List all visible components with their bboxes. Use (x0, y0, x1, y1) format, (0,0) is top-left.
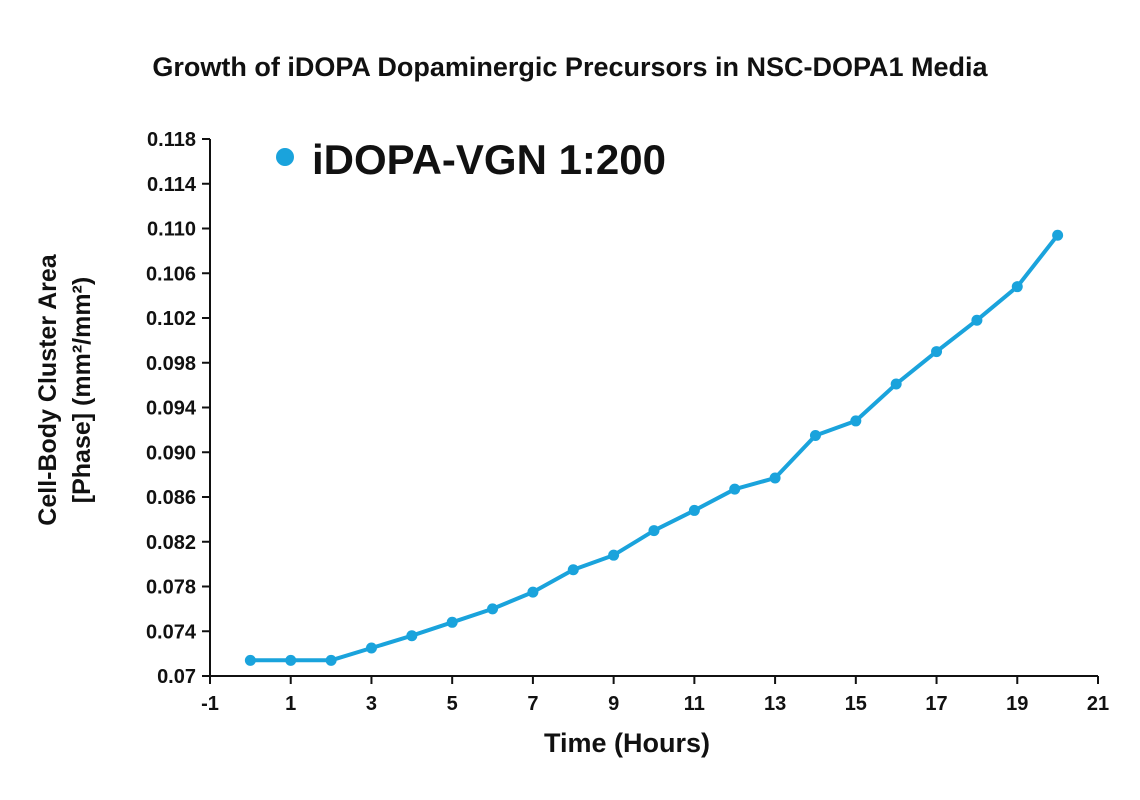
x-tick-label: 9 (608, 693, 619, 715)
data-point (688, 504, 700, 516)
data-point (729, 483, 741, 495)
y-tick-label: 0.086 (146, 487, 196, 509)
data-point (244, 654, 256, 666)
legend: iDOPA-VGN 1:200 (276, 136, 666, 183)
tick-labels: 0.07 0.074 0.078 0.082 0.086 0.090 0.094 0.098 0… (146, 129, 1109, 715)
x-tick-label: 11 (684, 693, 705, 715)
data-point (446, 616, 458, 628)
x-tick-label: 15 (845, 693, 867, 715)
y-tick-label: 0.082 (146, 532, 196, 554)
legend-marker (276, 148, 294, 166)
y-tick-label: 0.110 (147, 219, 196, 241)
y-tick-label: 0.102 (146, 308, 196, 330)
data-point (850, 415, 862, 427)
y-tick-label: 0.098 (146, 353, 196, 375)
data-point (567, 564, 579, 576)
x-tick-label: 17 (925, 693, 947, 715)
data-point (648, 525, 660, 537)
y-tick-label: 0.074 (146, 621, 197, 643)
data-point (365, 642, 377, 654)
x-tick-label: 1 (285, 693, 296, 715)
axes (202, 138, 1099, 684)
y-tick-label: 0.094 (146, 398, 197, 420)
x-tick-label: 3 (366, 693, 377, 715)
y-tick-label: 0.114 (147, 174, 197, 196)
legend-label: iDOPA-VGN 1:200 (312, 136, 666, 183)
x-tick-label: 19 (1006, 693, 1028, 715)
data-point (285, 654, 297, 666)
x-axis-label: Time (Hours) (543, 728, 711, 758)
x-tick-label: -1 (201, 693, 219, 715)
data-point (1052, 229, 1064, 241)
series-layer (244, 229, 1064, 666)
chart-title: Growth of iDOPA Dopaminergic Precursors … (152, 52, 988, 82)
data-point (971, 314, 983, 326)
data-point (890, 378, 902, 390)
y-tick-label: 0.118 (147, 129, 196, 151)
data-point (931, 346, 943, 358)
x-tick-label: 13 (764, 693, 786, 715)
data-point (608, 549, 620, 561)
x-tick-label: 5 (447, 693, 458, 715)
series-line (248, 233, 1060, 663)
x-tick-label: 21 (1087, 693, 1109, 715)
data-point (325, 654, 337, 666)
y-tick-label: 0.07 (157, 666, 196, 688)
data-point (809, 429, 821, 441)
data-point (527, 586, 539, 598)
y-tick-label: 0.090 (146, 442, 196, 464)
data-point (487, 603, 499, 615)
data-point (769, 472, 781, 484)
data-point (406, 630, 418, 642)
x-tick-label: 7 (527, 693, 538, 715)
y-tick-label: 0.106 (146, 263, 196, 285)
data-point (1011, 281, 1023, 293)
y-tick-label: 0.078 (146, 577, 196, 599)
